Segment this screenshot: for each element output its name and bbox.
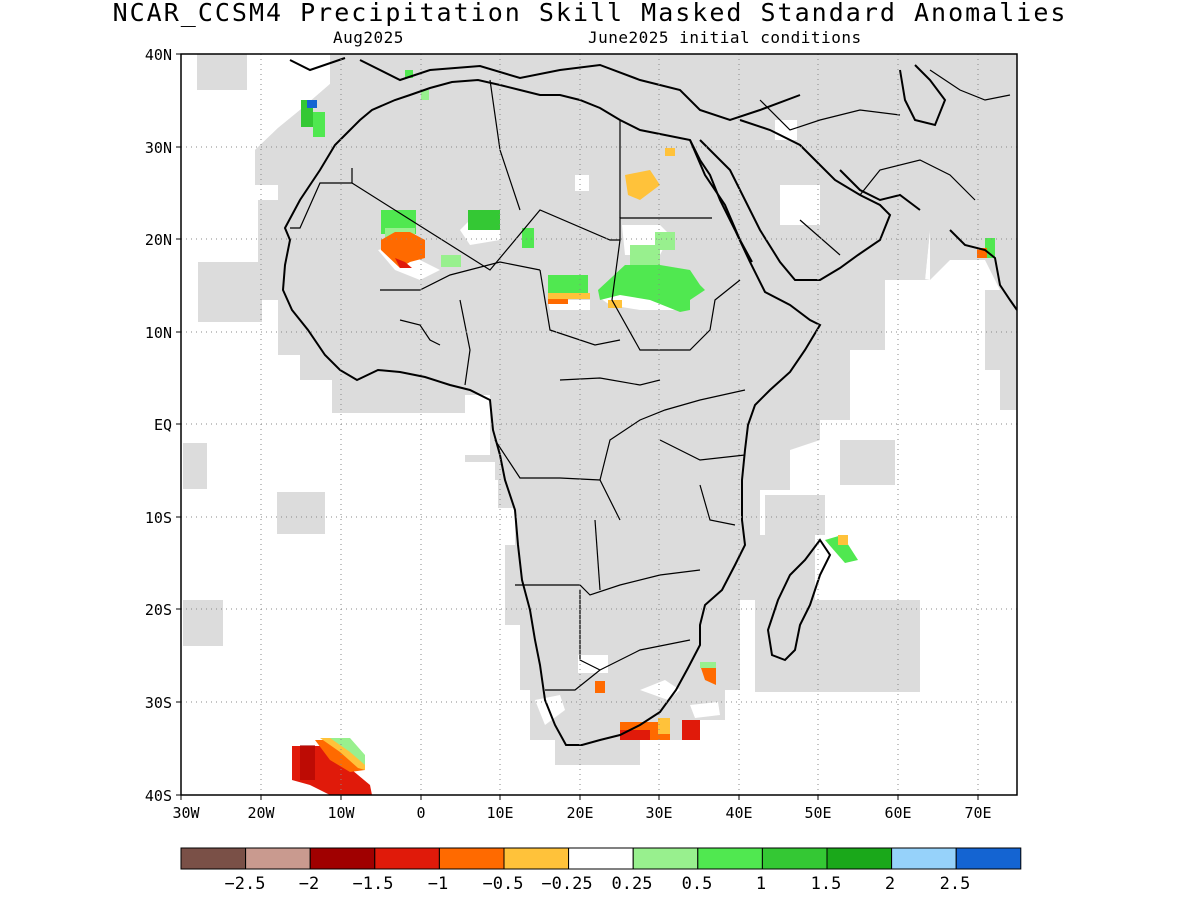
colorbar-swatch <box>891 847 957 870</box>
lat-label: EQ <box>154 416 172 434</box>
colorbar-swatch <box>568 847 634 870</box>
colorbar-swatch <box>180 847 247 870</box>
initial-conditions-label: June2025 initial conditions <box>588 28 862 47</box>
colorbar-swatch <box>245 847 311 870</box>
coastlines <box>281 57 1017 746</box>
lon-label: 70E <box>964 804 991 822</box>
lon-label: 60E <box>884 804 911 822</box>
colorbar-swatch <box>697 847 763 870</box>
colorbar-swatch <box>826 847 893 870</box>
colorbar-tick-label: −2 <box>299 874 319 894</box>
anomaly-cells <box>292 70 995 795</box>
country-borders <box>290 69 1011 691</box>
lon-label: 40E <box>725 804 752 822</box>
colorbar-tick-label: −1.5 <box>353 874 394 894</box>
colorbar-tick-label: 0.5 <box>682 874 713 894</box>
lon-label: 30W <box>172 804 200 822</box>
lat-label: 40N <box>145 46 172 64</box>
colorbar-tick-label: 2 <box>885 874 895 894</box>
lat-ticks <box>176 53 181 796</box>
colorbar-tick-label: −2.5 <box>225 874 266 894</box>
colorbar-tick-label: 1 <box>756 874 766 894</box>
target-month-label: Aug2025 <box>333 28 404 47</box>
colorbar-tick-label: 0.25 <box>612 874 653 894</box>
lon-label: 10W <box>327 804 355 822</box>
colorbar-swatch <box>374 847 440 870</box>
colorbar-tick-label: 2.5 <box>940 874 971 894</box>
colorbar-swatch <box>503 847 570 870</box>
graticule <box>181 54 1017 795</box>
colorbar-tick-label: 1.5 <box>811 874 842 894</box>
lat-label: 30S <box>145 694 172 712</box>
lon-label: 20E <box>566 804 593 822</box>
lon-ticks <box>180 795 979 800</box>
colorbar-swatch <box>309 847 376 870</box>
map-title: NCAR_CCSM4 Precipitation Skill Masked St… <box>112 0 1068 27</box>
colorbar-swatch <box>955 847 1022 870</box>
lat-label: 40S <box>145 787 172 805</box>
lat-label: 20S <box>145 601 172 619</box>
lat-label: 30N <box>145 139 172 157</box>
lon-label: 20W <box>247 804 275 822</box>
colorbar-swatch <box>761 847 828 870</box>
colorbar-tick-label: −0.5 <box>483 874 524 894</box>
colorbar-swatch <box>438 847 505 870</box>
colorbar <box>180 847 1022 870</box>
lon-label: 50E <box>804 804 831 822</box>
lon-label: 0 <box>416 804 425 822</box>
lat-label: 10S <box>145 509 172 527</box>
colorbar-tick-label: −1 <box>428 874 448 894</box>
lon-label: 30E <box>645 804 672 822</box>
colorbar-labels: −2.5 −2 −1.5 −1 −0.5 −0.25 0.25 0.5 1 1.… <box>225 874 971 894</box>
lat-label: 20N <box>145 231 172 249</box>
colorbar-swatch <box>632 847 699 870</box>
lon-label: 10E <box>486 804 513 822</box>
colorbar-tick-label: −0.25 <box>541 874 592 894</box>
lat-labels: 40N 30N 20N 10N EQ 10S 20S 30S 40S <box>145 46 172 805</box>
lat-label: 10N <box>145 324 172 342</box>
lon-labels: 30W 20W 10W 0 10E 20E 30E 40E 50E 60E 70… <box>172 804 991 822</box>
